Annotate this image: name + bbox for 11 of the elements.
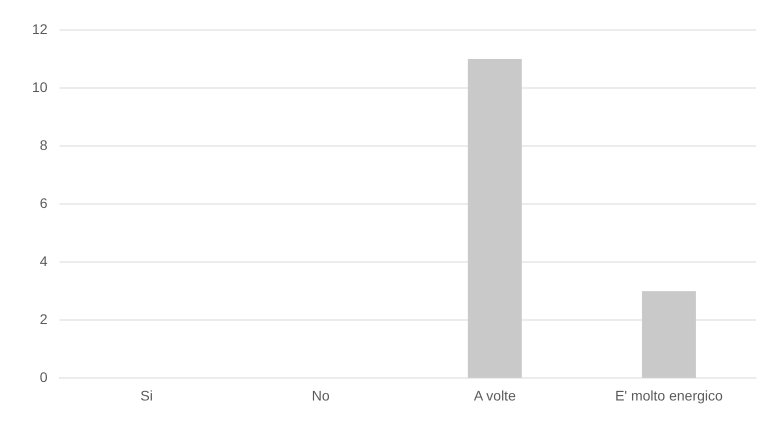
x-tick-label: A volte [474,387,516,404]
x-tick-label: Si [140,387,153,404]
y-tick-label: 10 [32,78,48,95]
y-tick-label: 12 [32,20,48,37]
x-tick-label: E' molto energico [615,387,724,404]
y-tick-label: 8 [40,136,48,153]
y-tick-label: 6 [40,194,48,211]
x-tick-label: No [312,387,330,404]
y-tick-label: 2 [40,311,48,328]
y-tick-label: 0 [40,369,48,386]
y-tick-label: 4 [40,252,48,269]
